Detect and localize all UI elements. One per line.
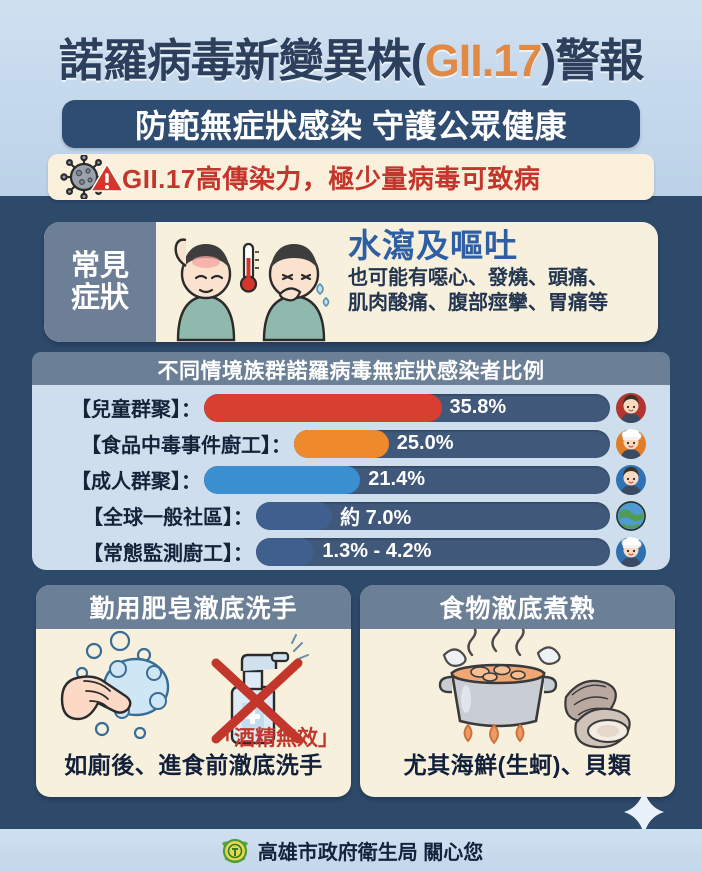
chart-row: 【兒童群聚】： 35.8% (32, 390, 670, 425)
title-part-before: 諾羅病毒新變異株( (58, 35, 426, 86)
headache-person-icon (174, 238, 236, 342)
chart-title-bar: 不同情境族群諾羅病毒無症狀感染者比例 (32, 352, 670, 388)
symptoms-card: 常見 症狀 (44, 222, 658, 342)
child-avatar-icon (616, 392, 646, 423)
chart-row-label: 【兒童群聚】： (71, 399, 201, 421)
footer-bar: 高雄市政府衛生局 關心您 (0, 829, 702, 871)
title-strain-highlight: GII.17 (424, 35, 543, 86)
globe-avatar-icon (616, 500, 646, 531)
sanitizer-bottle-crossed-icon (211, 634, 309, 745)
subtitle-text: 防範無症狀感染 守護公眾健康 (135, 108, 567, 144)
cookfood-title-bar: 食物澈底煮熟 (360, 585, 675, 629)
symptoms-headline: 水瀉及嘔吐 (348, 227, 518, 264)
symptoms-tag-line1: 常見 (70, 249, 129, 282)
chart-row: 【食品中毒事件廚工】： 25.0% (32, 426, 670, 461)
handwash-title-bar: 勤用肥皂澈底洗手 (36, 585, 351, 629)
sparkle-icon (624, 789, 664, 835)
handwash-title: 勤用肥皂澈底洗手 (89, 595, 298, 623)
cookfood-illustration (360, 620, 675, 754)
chart-row-label: 【食品中毒事件廚工】： (81, 435, 291, 457)
symptoms-text-block: 水瀉及嘔吐 也可能有噁心、發燒、頭痛、 肌肉酸痛、腹部痙攣、胃痛等 (346, 222, 658, 342)
washing-hands-icon (60, 630, 170, 740)
page-title: 諾羅病毒新變異株(GII.17)警報 (0, 24, 702, 89)
chart-bar-track: 約 7.0% (256, 501, 610, 530)
alert-banner: GII.17高傳染力，極少量病毒可致病 (48, 153, 654, 201)
chart-bar-fill (294, 429, 389, 458)
chart-bar-track: 1.3% - 4.2% (256, 537, 610, 566)
chart-row-label: 【常態監測廚工】： (83, 543, 253, 565)
virus-icon-wrapper (60, 153, 124, 201)
alert-text: GII.17高傳染力，極少量病毒可致病 (122, 163, 541, 194)
chart-row-label: 【全球一般社區】： (83, 507, 253, 529)
symptoms-tag-line2: 症狀 (70, 282, 129, 314)
prevention-card-handwash: 勤用肥皂澈底洗手 (36, 585, 351, 797)
chart-bar-track: 25.0% (294, 429, 610, 458)
chart-bar-fill (204, 393, 442, 422)
cookfood-title: 食物澈底煮熟 (439, 595, 596, 623)
chart-bar-value: 35.8% (449, 396, 507, 418)
chart-row: 【全球一般社區】： 約 7.0% (32, 498, 670, 533)
prevention-card-cookfood: 食物澈底煮熟 (360, 585, 675, 797)
adult-avatar-icon (616, 464, 646, 495)
handwash-illustration: 「酒精無效」 (36, 629, 351, 754)
chart-bar-value: 約 7.0% (340, 507, 412, 529)
symptoms-tag: 常見 症狀 (44, 222, 156, 342)
subtitle-banner: 防範無症狀感染 守護公眾健康 (62, 100, 640, 148)
chart-title: 不同情境族群諾羅病毒無症狀感染者比例 (157, 360, 545, 383)
handwash-footer-text: 如廁後、進食前澈底洗手 (64, 752, 323, 778)
cookfood-footer-text: 尤其海鮮(生蚵)、貝類 (403, 752, 632, 778)
symptoms-illustration (156, 222, 346, 342)
chart-row: 【成人群聚】： 21.4% (32, 462, 670, 497)
chart-rows: 【兒童群聚】： 35.8% 【食品中毒事件廚工】： 25.0% 【成人群聚】： 21.4%… (32, 385, 670, 570)
symptoms-detail-line2: 肌肉酸痛、腹部痙攣、胃痛等 (348, 291, 608, 314)
chart-bar-track: 21.4% (204, 465, 610, 494)
chart-bar-fill (204, 465, 361, 494)
alcohol-ineffective-note: 「酒精無效」 (213, 727, 339, 750)
footer-text: 高雄市政府衛生局 關心您 (257, 841, 484, 864)
chart-bar-value: 21.4% (368, 468, 426, 490)
thermometer-icon (239, 242, 259, 293)
chef-monitor-avatar-icon (616, 536, 646, 567)
vomiting-person-icon (262, 244, 330, 342)
chart-bar-value: 25.0% (396, 432, 454, 454)
warning-triangle-icon (90, 163, 124, 192)
title-part-after: )警報 (541, 35, 644, 86)
oyster-shellfish-icon (564, 679, 631, 749)
chart-bar-fill (256, 501, 333, 530)
chart-bar-fill (256, 537, 315, 566)
chart-row: 【常態監測廚工】： 1.3% - 4.2% (32, 534, 670, 569)
kaohsiung-health-bureau-logo (221, 838, 248, 864)
symptoms-detail-line1: 也可能有噁心、發燒、頭痛、 (348, 266, 608, 289)
chart-row-label: 【成人群聚】： (71, 471, 201, 493)
chef-avatar-icon (616, 428, 646, 459)
chart-bar-value: 1.3% - 4.2% (322, 540, 432, 562)
cooking-pot-icon (438, 620, 561, 745)
asymptomatic-rate-chart: 不同情境族群諾羅病毒無症狀感染者比例 【兒童群聚】： 35.8% 【食品中毒事件廚工… (32, 352, 670, 570)
chart-bar-track: 35.8% (204, 393, 610, 422)
